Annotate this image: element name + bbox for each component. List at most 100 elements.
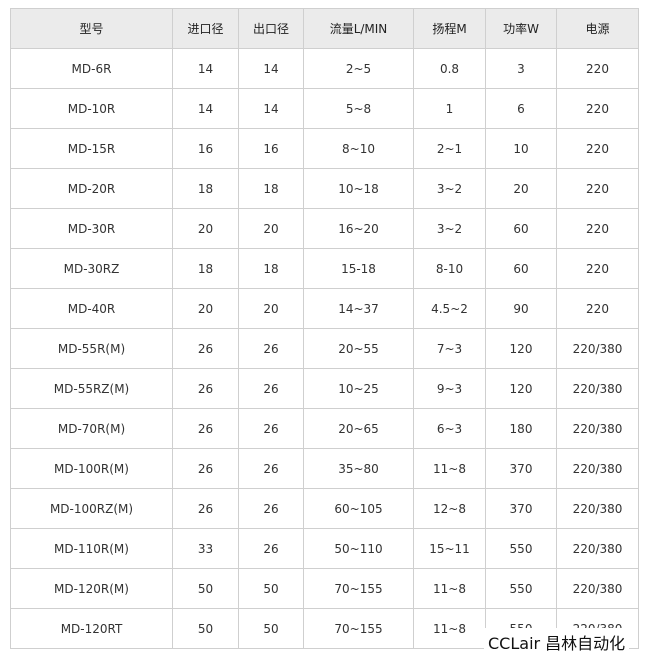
table-cell: 14 xyxy=(172,88,239,129)
table-cell: 11~8 xyxy=(413,608,486,649)
table-row: MD-6R 14 14 2~5 0.8 3 220 xyxy=(10,48,639,89)
table-cell: 70~155 xyxy=(303,568,414,609)
table-cell: 8~10 xyxy=(303,128,414,169)
table-cell: 33 xyxy=(172,528,239,569)
table-cell: 26 xyxy=(172,448,239,489)
table-cell: MD-120R(M) xyxy=(10,568,173,609)
table-cell: MD-55R(M) xyxy=(10,328,173,369)
table-cell: 18 xyxy=(172,168,239,209)
table-cell: 3~2 xyxy=(413,168,486,209)
table-cell: 370 xyxy=(485,488,557,529)
table-cell: 26 xyxy=(172,488,239,529)
table-cell: 10~25 xyxy=(303,368,414,409)
table-cell: 220 xyxy=(556,168,639,209)
spec-table: 型号 进口径 出口径 流量L/MIN 扬程M 功率W 电源 MD-6R 14 14 2~5 0.8 3… xyxy=(10,8,639,649)
table-cell: 4.5~2 xyxy=(413,288,486,329)
table-body: MD-6R 14 14 2~5 0.8 3 220 MD-10R 14 14 5~8 1 6 220 MD-… xyxy=(10,48,639,649)
table-cell: 18 xyxy=(172,248,239,289)
table-cell: 20 xyxy=(485,168,557,209)
table-cell: 1 xyxy=(413,88,486,129)
table-cell: 220/380 xyxy=(556,488,639,529)
table-row: MD-100R(M) 26 26 35~80 11~8 370 220/380 xyxy=(10,448,639,489)
table-cell: 220/380 xyxy=(556,408,639,449)
table-row: MD-15R 16 16 8~10 2~1 10 220 xyxy=(10,128,639,169)
table-cell: 220/380 xyxy=(556,528,639,569)
table-row: MD-110R(M) 33 26 50~110 15~11 550 220/380 xyxy=(10,528,639,569)
table-cell: 15~11 xyxy=(413,528,486,569)
table-cell: 20 xyxy=(238,208,304,249)
header-row: 型号 进口径 出口径 流量L/MIN 扬程M 功率W 电源 xyxy=(10,8,639,49)
table-cell: 180 xyxy=(485,408,557,449)
table-cell: 26 xyxy=(172,328,239,369)
table-row: MD-120R(M) 50 50 70~155 11~8 550 220/380 xyxy=(10,568,639,609)
table-cell: 120 xyxy=(485,328,557,369)
table-cell: 550 xyxy=(485,568,557,609)
table-cell: 26 xyxy=(238,528,304,569)
table-cell: 220/380 xyxy=(556,568,639,609)
table-cell: 50~110 xyxy=(303,528,414,569)
table-cell: 26 xyxy=(238,408,304,449)
table-cell: 26 xyxy=(238,328,304,369)
table-cell: 12~8 xyxy=(413,488,486,529)
table-cell: 0.8 xyxy=(413,48,486,89)
table-cell: 11~8 xyxy=(413,448,486,489)
table-cell: 11~8 xyxy=(413,568,486,609)
table-cell: MD-40R xyxy=(10,288,173,329)
table-cell: 120 xyxy=(485,368,557,409)
table-cell: 16~20 xyxy=(303,208,414,249)
table-cell: 20~65 xyxy=(303,408,414,449)
table-cell: 60~105 xyxy=(303,488,414,529)
table-cell: 220/380 xyxy=(556,448,639,489)
header-cell: 进口径 xyxy=(172,8,239,49)
table-cell: 8-10 xyxy=(413,248,486,289)
table-cell: 18 xyxy=(238,168,304,209)
table-cell: MD-100RZ(M) xyxy=(10,488,173,529)
table-cell: 5~8 xyxy=(303,88,414,129)
table-cell: 7~3 xyxy=(413,328,486,369)
table-cell: 50 xyxy=(172,568,239,609)
table-cell: 50 xyxy=(238,608,304,649)
table-cell: 20 xyxy=(172,288,239,329)
table-cell: 220 xyxy=(556,288,639,329)
table-cell: 14 xyxy=(238,88,304,129)
table-cell: 26 xyxy=(238,368,304,409)
table-cell: 220 xyxy=(556,248,639,289)
table-cell: 220/380 xyxy=(556,368,639,409)
table-cell: 220 xyxy=(556,208,639,249)
table-cell: 20~55 xyxy=(303,328,414,369)
table-row: MD-30RZ 18 18 15-18 8-10 60 220 xyxy=(10,248,639,289)
table-cell: 3 xyxy=(485,48,557,89)
table-cell: MD-110R(M) xyxy=(10,528,173,569)
table-cell: MD-20R xyxy=(10,168,173,209)
table-cell: 18 xyxy=(238,248,304,289)
table-row: MD-40R 20 20 14~37 4.5~2 90 220 xyxy=(10,288,639,329)
table-cell: 220 xyxy=(556,128,639,169)
header-cell: 电源 xyxy=(556,8,639,49)
table-row: MD-20R 18 18 10~18 3~2 20 220 xyxy=(10,168,639,209)
table-row: MD-55RZ(M) 26 26 10~25 9~3 120 220/380 xyxy=(10,368,639,409)
table-cell: 2~5 xyxy=(303,48,414,89)
header-cell: 流量L/MIN xyxy=(303,8,414,49)
table-cell: 16 xyxy=(172,128,239,169)
table-cell: 26 xyxy=(238,448,304,489)
table-cell: MD-10R xyxy=(10,88,173,129)
table-cell: 90 xyxy=(485,288,557,329)
table-cell: 6~3 xyxy=(413,408,486,449)
table-cell: 10 xyxy=(485,128,557,169)
header-cell: 扬程M xyxy=(413,8,486,49)
table-cell: MD-55RZ(M) xyxy=(10,368,173,409)
table-cell: MD-6R xyxy=(10,48,173,89)
table-cell: 15-18 xyxy=(303,248,414,289)
table-cell: 26 xyxy=(172,368,239,409)
table-cell: 35~80 xyxy=(303,448,414,489)
table-cell: 220 xyxy=(556,48,639,89)
table-cell: 16 xyxy=(238,128,304,169)
table-cell: MD-120RT xyxy=(10,608,173,649)
header-cell: 功率W xyxy=(485,8,557,49)
table-cell: 6 xyxy=(485,88,557,129)
table-cell: 14 xyxy=(238,48,304,89)
table-cell: 20 xyxy=(238,288,304,329)
table-cell: MD-15R xyxy=(10,128,173,169)
table-cell: MD-30RZ xyxy=(10,248,173,289)
table-cell: 20 xyxy=(172,208,239,249)
